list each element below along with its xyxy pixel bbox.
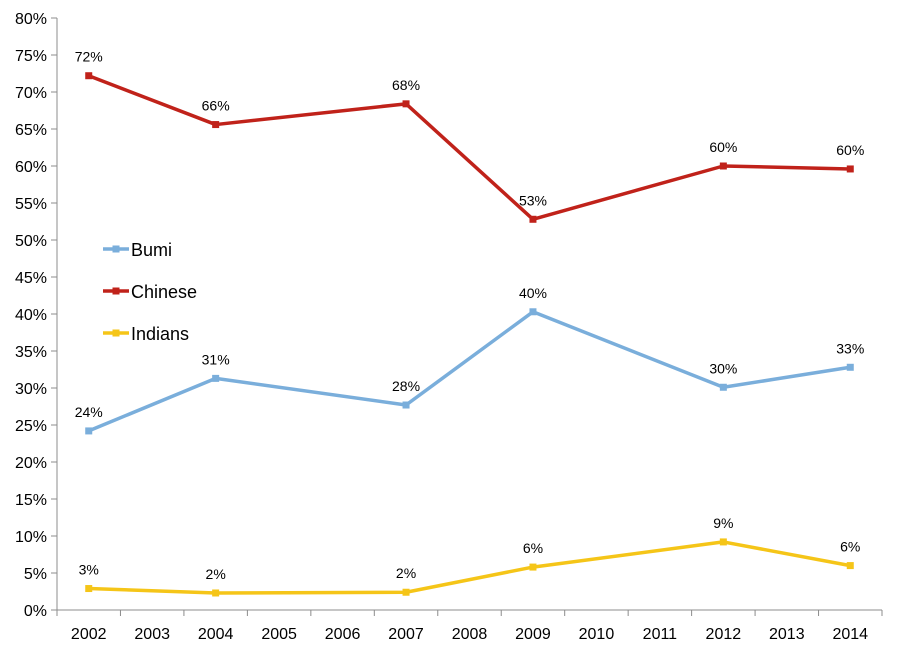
- data-label-bumi: 30%: [709, 360, 737, 376]
- x-tick-label: 2002: [71, 626, 107, 643]
- y-tick-label: 80%: [15, 11, 47, 28]
- data-label-bumi: 24%: [75, 404, 103, 420]
- legend-label-chinese: Chinese: [131, 282, 197, 302]
- x-tick-label: 2006: [325, 626, 361, 643]
- data-point-chinese: [719, 162, 727, 170]
- x-tick-label: 2014: [832, 626, 868, 643]
- legend-marker-chinese: [112, 287, 120, 295]
- x-tick-label: 2009: [515, 626, 551, 643]
- series-line-indians: [88, 540, 851, 595]
- y-tick-label: 0%: [24, 603, 47, 620]
- y-tick-label: 10%: [15, 529, 47, 546]
- x-tick-label: 2011: [643, 626, 678, 643]
- x-tick-label: 2013: [769, 626, 805, 643]
- data-label-bumi: 28%: [392, 378, 420, 394]
- legend-label-indians: Indians: [131, 324, 189, 344]
- data-label-chinese: 60%: [709, 139, 737, 155]
- y-tick-label: 5%: [24, 566, 47, 583]
- data-label-indians: 6%: [840, 539, 860, 555]
- data-point-indians: [212, 589, 220, 597]
- legend-marker-bumi: [112, 245, 120, 253]
- x-tick-label: 2004: [198, 626, 234, 643]
- data-point-indians: [402, 588, 410, 596]
- data-label-indians: 6%: [523, 540, 543, 556]
- data-point-bumi: [212, 374, 220, 382]
- y-tick-label: 60%: [15, 159, 47, 176]
- x-tick-label: 2007: [388, 626, 424, 643]
- data-point-chinese: [529, 215, 537, 223]
- y-tick-label: 40%: [15, 307, 47, 324]
- x-tick-label: 2010: [579, 626, 615, 643]
- data-label-chinese: 60%: [836, 142, 864, 158]
- data-label-chinese: 66%: [202, 98, 230, 114]
- legend-marker-indians: [112, 329, 120, 337]
- y-axis: 0% 5% 10% 15% 20% 25% 30% 35% 40% 45% 50% 55% 60% 65%…: [15, 11, 58, 620]
- data-point-bumi: [719, 383, 727, 391]
- data-point-indians: [85, 585, 93, 593]
- y-tick-label: 70%: [15, 85, 47, 102]
- data-point-chinese: [85, 72, 93, 80]
- data-label-chinese: 68%: [392, 77, 420, 93]
- data-label-indians: 2%: [396, 565, 416, 581]
- series-line-bumi: [88, 310, 851, 433]
- series-line-chinese: [88, 74, 851, 222]
- x-tick-label: 2005: [261, 626, 297, 643]
- y-tick-label: 65%: [15, 122, 47, 139]
- data-point-bumi: [402, 401, 410, 409]
- data-label-bumi: 40%: [519, 285, 547, 301]
- data-label-indians: 2%: [206, 566, 226, 582]
- data-point-indians: [719, 538, 727, 546]
- y-tick-label: 55%: [15, 196, 47, 213]
- data-point-bumi: [85, 427, 93, 435]
- y-tick-label: 20%: [15, 455, 47, 472]
- data-label-indians: 9%: [713, 515, 733, 531]
- x-tick-label: 2012: [706, 626, 742, 643]
- legend: Bumi Chinese Indians: [103, 240, 197, 344]
- data-label-chinese: 72%: [75, 49, 103, 65]
- data-point-chinese: [402, 100, 410, 108]
- y-tick-label: 50%: [15, 233, 47, 250]
- y-tick-label: 35%: [15, 344, 47, 361]
- data-point-indians: [529, 563, 537, 571]
- x-tick-label: 2008: [452, 626, 488, 643]
- data-label-bumi: 33%: [836, 340, 864, 356]
- x-tick-label: 2003: [134, 626, 170, 643]
- data-label-indians: 3%: [79, 562, 99, 578]
- y-tick-label: 45%: [15, 270, 47, 287]
- y-tick-label: 25%: [15, 418, 47, 435]
- legend-label-bumi: Bumi: [131, 240, 172, 260]
- data-point-chinese: [846, 165, 854, 173]
- data-label-bumi: 31%: [202, 351, 230, 367]
- data-point-indians: [846, 562, 854, 570]
- series-layer: [85, 72, 854, 597]
- x-axis: 2002 2003 2004 2005 2006 2007 2008 2009 2010 2011…: [56, 609, 883, 643]
- data-labels: 24% 31% 28% 40% 30% 33% 72% 66% 68% 53% 60% 60% 3% 2%…: [75, 49, 865, 582]
- data-point-bumi: [846, 363, 854, 371]
- y-tick-label: 30%: [15, 381, 47, 398]
- data-label-chinese: 53%: [519, 192, 547, 208]
- y-tick-label: 75%: [15, 48, 47, 65]
- data-point-bumi: [529, 308, 537, 316]
- data-point-chinese: [212, 121, 220, 129]
- y-tick-label: 15%: [15, 492, 47, 509]
